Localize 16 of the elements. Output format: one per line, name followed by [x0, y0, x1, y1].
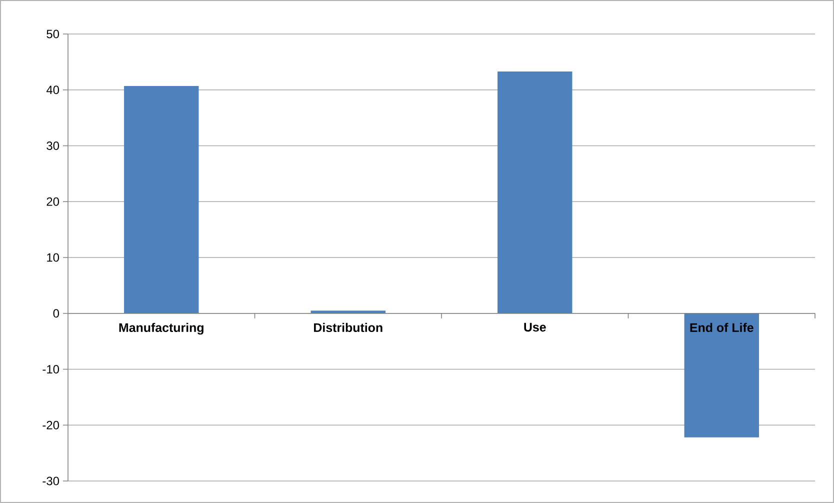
y-tick-label: -20 — [42, 420, 60, 430]
y-tick-label: 10 — [47, 253, 60, 262]
y-tick-label: -10 — [42, 365, 60, 374]
y-tick-label: 40 — [46, 86, 60, 94]
x-tick-label: End of Life — [690, 322, 754, 332]
x-tick-label: Distribution — [314, 322, 382, 332]
y-tick-label: 0 — [53, 309, 60, 318]
y-tick-label: 30 — [46, 142, 60, 150]
x-tick-label: Use — [524, 322, 546, 332]
y-tick-label: 50 — [46, 30, 60, 38]
bar — [498, 71, 572, 314]
y-tick-label: 20 — [46, 197, 60, 206]
bar — [124, 86, 199, 314]
y-tick-label: -30 — [42, 476, 60, 486]
x-tick-label: Manufacturing — [119, 322, 204, 335]
bar — [684, 313, 759, 438]
